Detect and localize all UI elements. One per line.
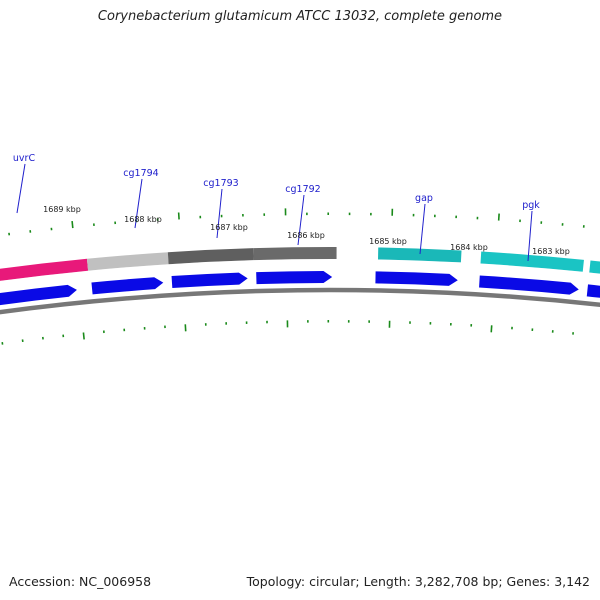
cds-arrow: [375, 271, 458, 286]
gene-block-cg1793: [167, 248, 254, 265]
gene-block-pgk: [589, 260, 600, 274]
gene-block-gap: [378, 247, 462, 263]
gene-callouts: uvrC cg1794 cg1793 cg1792 gap pgk: [13, 153, 540, 262]
gene-callout-line: [134, 178, 143, 229]
gene-block-highlight: [480, 263, 583, 277]
gene-callout-line: [16, 163, 26, 214]
gene-label-uvrC: uvrC: [13, 153, 36, 164]
gene-blocks: [0, 247, 600, 286]
cds-arrow: [171, 272, 248, 289]
map-title: Corynebacterium glutamicum ATCC 13032, c…: [97, 9, 503, 24]
cds-arrow: [586, 284, 600, 298]
inner-tick: [82, 332, 85, 340]
gene-label-cg1793: cg1793: [203, 178, 238, 189]
gene-block-highlight: [168, 260, 254, 270]
gene-block-cg1794: [86, 252, 169, 271]
kbp-label: 1684 kbp: [450, 243, 488, 252]
gene-callout-line: [419, 203, 426, 255]
outer-tick-ring: [8, 208, 585, 236]
gene-block-highlight: [588, 272, 600, 279]
gene-block-highlight: [253, 259, 337, 266]
genome-summary: Topology: circular; Length: 3,282,708 bp…: [246, 574, 590, 589]
gene-block-uvrC: [0, 258, 89, 281]
gene-block-highlight: [88, 264, 169, 276]
gene-block-highlight: [0, 270, 89, 286]
gene-callout-line: [216, 188, 223, 239]
gene-label-cg1792: cg1792: [285, 184, 320, 195]
kbp-label: 1689 kbp: [43, 205, 81, 214]
gene-callout-line: [297, 194, 305, 246]
kbp-label: 1683 kbp: [532, 247, 570, 256]
kbp-labels: 1689 kbp 1688 kbp 1687 kbp 1686 kbp 1685 kbp…: [43, 205, 570, 256]
cds-arrow: [0, 284, 77, 306]
accession-text: Accession: NC_006958: [9, 574, 152, 589]
kbp-label: 1686 kbp: [287, 231, 325, 240]
kbp-label: 1688 kbp: [124, 215, 162, 224]
gene-label-cg1794: cg1794: [123, 168, 158, 179]
gene-block-pgk: [480, 251, 584, 272]
kbp-label: 1687 kbp: [210, 223, 248, 232]
inner-tick-ring: [1, 320, 574, 345]
outer-tick: [71, 220, 74, 229]
kbp-label: 1685 kbp: [369, 237, 407, 246]
gene-block-highlight: [377, 259, 461, 268]
backbone-arc: [0, 287, 600, 315]
cds-arrow: [91, 277, 164, 295]
gene-label-pgk: pgk: [522, 200, 540, 211]
gene-callout-line: [527, 210, 533, 262]
cds-arrow: [256, 271, 333, 285]
gene-block-cg1792: [253, 247, 337, 261]
cds-arrow: [479, 275, 579, 295]
gene-label-gap: gap: [415, 193, 433, 204]
cds-arrows: [0, 271, 600, 306]
